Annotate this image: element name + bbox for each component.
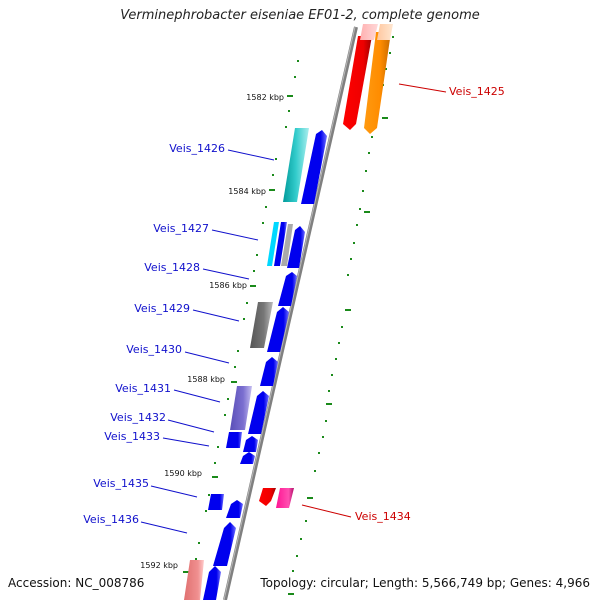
genome-backbone (223, 26, 358, 600)
gene-label-veis-1431[interactable]: Veis_1431 (115, 382, 171, 395)
gene-label-veis-1436[interactable]: Veis_1436 (83, 513, 139, 526)
reverse-genes (259, 24, 393, 508)
gene-feature[interactable] (343, 36, 372, 130)
gene-feature[interactable] (203, 566, 221, 600)
inner-minor-ticks (189, 60, 299, 592)
gene-label-veis-1432[interactable]: Veis_1432 (110, 411, 166, 424)
gene-label-veis-1435[interactable]: Veis_1435 (93, 477, 149, 490)
kbp-label: 1586 kbp (209, 281, 247, 290)
forward-genes (184, 128, 327, 600)
kbp-label: 1590 kbp (164, 469, 202, 478)
kbp-scale: 1582 kbp 1584 kbp 1586 kbp 1588 kbp 1590… (140, 93, 293, 573)
accession-text: Accession: NC_008786 (8, 576, 145, 590)
gene-feature[interactable] (360, 24, 378, 40)
callout-lines (140, 83, 447, 534)
gene-label-veis-1433[interactable]: Veis_1433 (104, 430, 160, 443)
gene-feature[interactable] (276, 488, 294, 508)
gene-label-veis-1429[interactable]: Veis_1429 (134, 302, 190, 315)
gene-feature[interactable] (283, 128, 309, 202)
kbp-label: 1588 kbp (187, 375, 225, 384)
gene-feature[interactable] (267, 307, 289, 352)
gene-feature[interactable] (208, 494, 224, 510)
gene-feature[interactable] (226, 432, 242, 448)
gene-feature[interactable] (377, 24, 393, 40)
gene-feature[interactable] (278, 272, 297, 306)
gene-label-veis-1434[interactable]: Veis_1434 (355, 510, 411, 523)
gene-feature[interactable] (243, 436, 258, 452)
gene-feature[interactable] (248, 391, 269, 434)
gene-feature[interactable] (184, 560, 204, 600)
map-title: Verminephrobacter eiseniae EF01-2, compl… (120, 8, 480, 23)
gene-feature[interactable] (364, 32, 391, 134)
kbp-label: 1582 kbp (246, 93, 284, 102)
gene-feature[interactable] (259, 488, 276, 506)
gene-label-veis-1428[interactable]: Veis_1428 (144, 261, 200, 274)
gene-feature[interactable] (213, 522, 236, 566)
gene-feature[interactable] (267, 222, 279, 266)
gene-feature[interactable] (226, 500, 243, 518)
gene-feature[interactable] (301, 130, 327, 204)
gene-feature[interactable] (240, 452, 255, 464)
genome-summary-text: Topology: circular; Length: 5,566,749 bp… (260, 576, 590, 590)
kbp-label: 1584 kbp (228, 187, 266, 196)
gene-feature[interactable] (287, 226, 305, 268)
gene-label-veis-1430[interactable]: Veis_1430 (126, 343, 182, 356)
kbp-label: 1592 kbp (140, 561, 178, 570)
gene-feature[interactable] (250, 302, 273, 348)
gene-labels: Veis_1425 Veis_1426 Veis_1427 Veis_1428 … (83, 85, 504, 526)
gene-feature[interactable] (274, 222, 287, 266)
gene-feature[interactable] (230, 386, 252, 430)
gene-label-veis-1425[interactable]: Veis_1425 (449, 85, 505, 98)
gene-feature[interactable] (260, 357, 278, 386)
gene-label-veis-1426[interactable]: Veis_1426 (169, 142, 225, 155)
gene-feature[interactable] (281, 224, 293, 266)
gene-label-veis-1427[interactable]: Veis_1427 (153, 222, 209, 235)
